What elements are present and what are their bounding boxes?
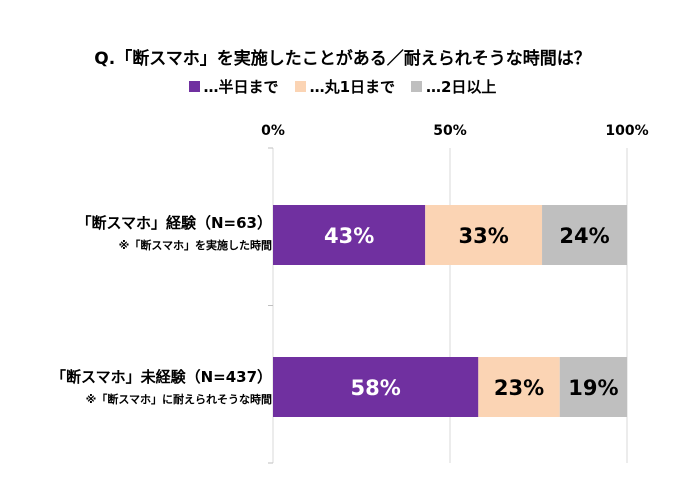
legend-item-full-day: …丸1日まで xyxy=(294,76,395,97)
x-tick-label: 0% xyxy=(261,123,285,139)
category-label-experienced: 「断スマホ」経験（N=63） ※「断スマホ」を実施した時間 xyxy=(76,212,272,253)
category-label-inexperienced: 「断スマホ」未経験（N=437） ※「断スマホ」に耐えられそうな時間 xyxy=(51,366,272,407)
bar-segment xyxy=(425,205,543,265)
category-main-label: 「断スマホ」未経験（N=437） xyxy=(51,368,272,386)
category-sub-label: ※「断スマホ」を実施した時間 xyxy=(118,239,272,252)
legend-swatch-two-days xyxy=(411,81,422,92)
legend-swatch-full-day xyxy=(294,81,306,92)
legend: …半日まで …丸1日まで …2日以上 xyxy=(0,76,685,97)
bar-data-label: 58% xyxy=(351,376,401,400)
category-sub-label: ※「断スマホ」に耐えられそうな時間 xyxy=(85,393,272,406)
bar-segment xyxy=(542,205,627,265)
legend-label-two-days: …2日以上 xyxy=(426,78,497,96)
x-tick-label: 100% xyxy=(605,123,648,139)
bar-data-label: 19% xyxy=(568,376,618,400)
x-tick-label: 50% xyxy=(433,123,467,139)
legend-swatch-half-day xyxy=(188,81,200,92)
bar-data-label: 23% xyxy=(494,376,544,400)
legend-item-half-day: …半日まで xyxy=(188,76,279,97)
bar-data-label: 43% xyxy=(324,224,374,248)
bar-segment xyxy=(273,357,479,417)
legend-label-full-day: …丸1日まで xyxy=(309,78,395,96)
category-main-label: 「断スマホ」経験（N=63） xyxy=(76,214,272,232)
bar-segment xyxy=(273,205,426,265)
bar-data-label: 33% xyxy=(458,224,508,248)
bar-segment xyxy=(559,357,627,417)
legend-item-two-days: …2日以上 xyxy=(411,76,496,97)
bar-segment xyxy=(478,357,560,417)
legend-label-half-day: …半日まで xyxy=(203,78,279,96)
chart-title: Q.「断スマホ」を実施したことがある／耐えられそうな時間は？ xyxy=(94,49,591,69)
bar-data-label: 24% xyxy=(559,224,609,248)
